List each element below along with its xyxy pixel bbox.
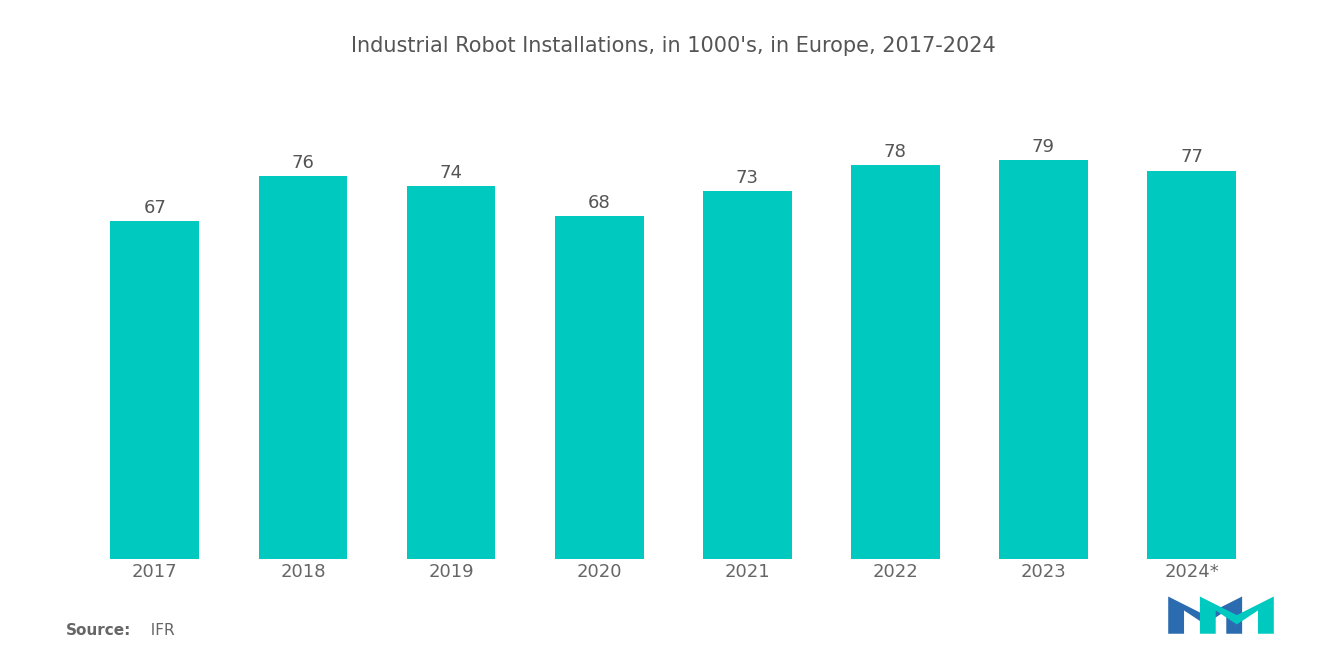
Text: IFR: IFR: [141, 623, 174, 638]
Text: 73: 73: [735, 169, 759, 187]
Text: 79: 79: [1032, 138, 1055, 156]
Bar: [259, 176, 347, 559]
Bar: [999, 160, 1088, 559]
Text: 77: 77: [1180, 148, 1203, 166]
Text: 67: 67: [144, 199, 166, 217]
Bar: [554, 216, 644, 559]
Bar: [702, 191, 792, 559]
Bar: [851, 166, 940, 559]
Text: 76: 76: [292, 154, 314, 172]
Bar: [1147, 170, 1236, 559]
Text: 68: 68: [587, 194, 611, 212]
Title: Industrial Robot Installations, in 1000's, in Europe, 2017-2024: Industrial Robot Installations, in 1000'…: [351, 36, 995, 56]
Text: Source:: Source:: [66, 623, 132, 638]
Bar: [407, 186, 495, 559]
Text: 78: 78: [884, 144, 907, 162]
Text: 74: 74: [440, 164, 462, 182]
Bar: [111, 221, 199, 559]
